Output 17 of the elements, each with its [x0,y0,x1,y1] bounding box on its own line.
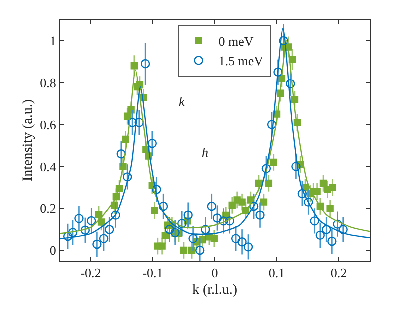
y-tick-label: 0.6 [40,117,57,132]
x-tick-label: -0.2 [80,266,102,281]
y-tick-label: 0 [50,243,56,258]
annotation: k [179,94,185,109]
x-axis-title: k (r.l.u.) [192,282,238,298]
y-tick-label: 1 [50,34,56,49]
x-tick-label: 0.2 [330,266,348,281]
annotation: h [202,145,208,160]
legend-label: 1.5 meV [218,54,264,69]
x-tick-label: 0.1 [268,266,286,281]
y-tick-label: 0.4 [40,159,57,174]
y-axis-title: Intensity (a.u.) [20,99,36,182]
legend-label: 0 meV [218,34,254,49]
y-tick-label: 0.2 [40,201,56,216]
x-tick-label: -0.1 [142,266,164,281]
y-tick-label: 0.8 [40,75,56,90]
x-tick-label: 0 [212,266,218,281]
